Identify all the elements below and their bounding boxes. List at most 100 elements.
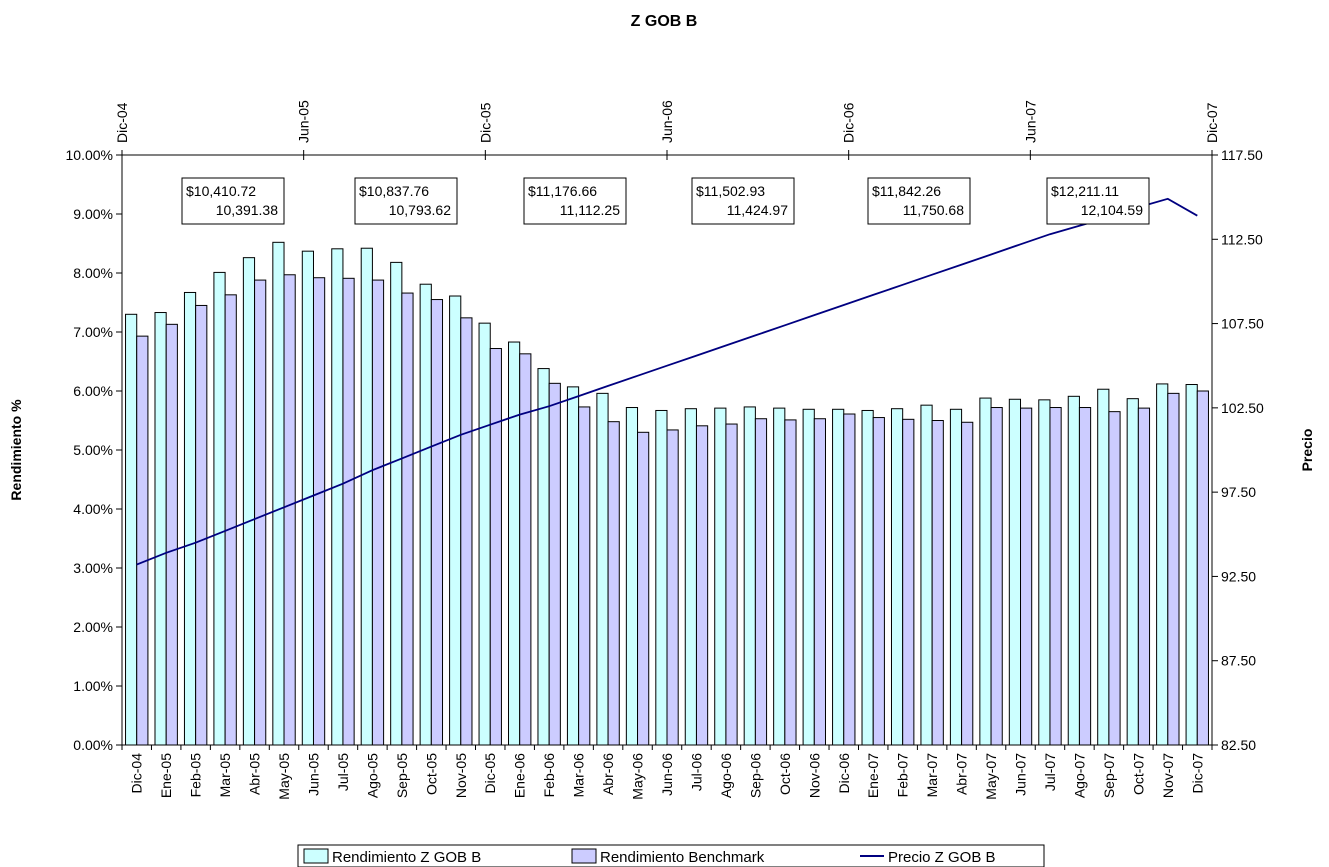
- annotation-frame: [691, 177, 795, 225]
- x-tick-label: Mar-06: [571, 753, 587, 798]
- annotation-line2: 11,750.68: [903, 202, 964, 218]
- bar-rendimiento-z-gob-b: [1008, 398, 1022, 746]
- bar-rendimiento-z-gob-b: [832, 408, 845, 746]
- x-tick-label: Abr-05: [247, 753, 263, 795]
- top-x-tick-label: Dic-04: [114, 102, 130, 143]
- x-tick-label: Oct-07: [1130, 753, 1146, 795]
- x-tick-label: Jul-05: [335, 753, 351, 791]
- annotation-line1: $11,842.26: [872, 183, 941, 199]
- bar-rendimiento-benchmark: [1020, 407, 1033, 746]
- bar-rendimiento-benchmark: [1078, 407, 1092, 746]
- y2-tick-label: 87.50: [1221, 653, 1256, 669]
- bar-rendimiento-z-gob-b: [213, 271, 226, 746]
- bar-rendimiento-z-gob-b: [508, 341, 521, 746]
- x-tick-label: Abr-07: [954, 753, 970, 795]
- bar-rendimiento-z-gob-b: [861, 409, 874, 746]
- bar-rendimiento-benchmark: [548, 382, 561, 746]
- x-tick-label: May-05: [276, 753, 292, 800]
- bar-rendimiento-benchmark: [1049, 407, 1062, 746]
- x-tick-label: Jul-07: [1042, 753, 1058, 791]
- legend-item: Rendimiento Benchmark: [571, 848, 765, 866]
- y-axis-title: Rendimiento %: [8, 399, 24, 501]
- bar-rendimiento-z-gob-b: [979, 397, 992, 746]
- legend-frame: [297, 844, 1045, 867]
- annotation-frame: [1046, 177, 1150, 225]
- bar-rendimiento-z-gob-b: [1038, 399, 1051, 746]
- x-tick-label: May-06: [630, 753, 646, 800]
- bar-rendimiento-z-gob-b: [537, 368, 550, 746]
- bar-rendimiento-z-gob-b: [125, 313, 138, 746]
- bar-rendimiento-benchmark: [843, 413, 856, 746]
- annotation-line1: $10,837.76: [359, 183, 429, 199]
- x-tick-label: Ago-06: [718, 753, 734, 798]
- bar-rendimiento-z-gob-b: [743, 406, 756, 746]
- bar-rendimiento-benchmark: [637, 431, 650, 746]
- x-tick-label: Ago-05: [364, 753, 380, 798]
- bar-rendimiento-z-gob-b: [566, 386, 580, 746]
- bar-rendimiento-z-gob-b: [714, 407, 727, 746]
- bar-rendimiento-benchmark: [195, 304, 208, 746]
- legend: Rendimiento Z GOB B Rendimiento Benchmark…: [297, 844, 1045, 867]
- bar-rendimiento-z-gob-b: [684, 408, 697, 746]
- bar-rendimiento-benchmark: [342, 277, 355, 746]
- bar-rendimiento-benchmark: [872, 417, 885, 746]
- annotation-line2: 11,424.97: [727, 202, 788, 218]
- y-tick-label: 5.00%: [73, 442, 113, 458]
- bar-rendimiento-benchmark: [754, 418, 768, 746]
- x-tick-label: Oct-06: [777, 753, 793, 795]
- y-tick-label: 1.00%: [73, 678, 113, 694]
- bar-rendimiento-z-gob-b: [1097, 388, 1110, 746]
- bar-rendimiento-benchmark: [1196, 390, 1209, 746]
- annotation-box: $11,502.93 11,424.97: [691, 177, 795, 225]
- bar-rendimiento-benchmark: [519, 353, 532, 746]
- annotation-line2: 11,112.25: [560, 202, 620, 218]
- bar-rendimiento-benchmark: [961, 421, 974, 746]
- bar-rendimiento-benchmark: [489, 348, 502, 746]
- bar-rendimiento-z-gob-b: [773, 407, 786, 746]
- bar-rendimiento-z-gob-b: [390, 261, 403, 746]
- bar-rendimiento-benchmark: [990, 407, 1003, 746]
- bar-rendimiento-benchmark: [578, 406, 591, 746]
- bar-rendimiento-benchmark: [931, 420, 944, 746]
- x-tick-label: Ene-05: [158, 753, 174, 798]
- y-tick-label: 0.00%: [73, 737, 113, 753]
- bar-rendimiento-benchmark: [695, 425, 709, 746]
- x-tick-label: Dic-05: [482, 753, 498, 794]
- bar-rendimiento-z-gob-b: [1126, 398, 1139, 746]
- bar-rendimiento-benchmark: [224, 294, 237, 746]
- y-tick-label: 9.00%: [73, 206, 113, 222]
- y-tick-label: 2.00%: [73, 619, 113, 635]
- bar-rendimiento-z-gob-b: [920, 404, 933, 746]
- x-tick-label: May-07: [983, 753, 999, 800]
- bar-rendimiento-z-gob-b: [154, 312, 167, 746]
- annotation-line1: $11,502.93: [696, 183, 765, 199]
- x-tick-label: Nov-05: [453, 753, 469, 798]
- x-tick-label: Sep-06: [747, 753, 763, 798]
- x-tick-label: Ene-07: [865, 753, 881, 798]
- x-tick-label: Nov-06: [806, 753, 822, 798]
- annotation-line2: 10,391.38: [216, 202, 278, 218]
- bar-rendimiento-z-gob-b: [478, 322, 491, 746]
- x-tick-label: Nov-07: [1160, 753, 1176, 798]
- x-tick-label: Jun-06: [659, 753, 675, 796]
- legend-label: Rendimiento Benchmark: [600, 849, 765, 866]
- x-tick-label: Dic-04: [129, 753, 145, 794]
- bar-rendimiento-z-gob-b: [242, 257, 256, 746]
- bar-rendimiento-benchmark: [1137, 407, 1151, 746]
- x-tick-label: Mar-07: [924, 753, 940, 798]
- bar-rendimiento-benchmark: [401, 292, 414, 746]
- top-x-tick-label: Jun-07: [1022, 100, 1038, 143]
- top-x-tick-label: Dic-06: [841, 102, 857, 143]
- bar-rendimiento-z-gob-b: [949, 408, 963, 746]
- legend-label: Rendimiento Z GOB B: [332, 849, 481, 866]
- bar-rendimiento-z-gob-b: [655, 409, 668, 746]
- annotation-frame: [181, 177, 285, 225]
- bar-rendimiento-benchmark: [460, 317, 473, 746]
- legend-swatch: [303, 848, 329, 864]
- y-tick-label: 8.00%: [73, 265, 113, 281]
- x-tick-label: Jun-07: [1013, 753, 1029, 796]
- bar-rendimiento-z-gob-b: [419, 283, 432, 746]
- annotation-line1: $12,211.11: [1051, 183, 1119, 199]
- top-x-tick-label: Jun-06: [659, 100, 675, 143]
